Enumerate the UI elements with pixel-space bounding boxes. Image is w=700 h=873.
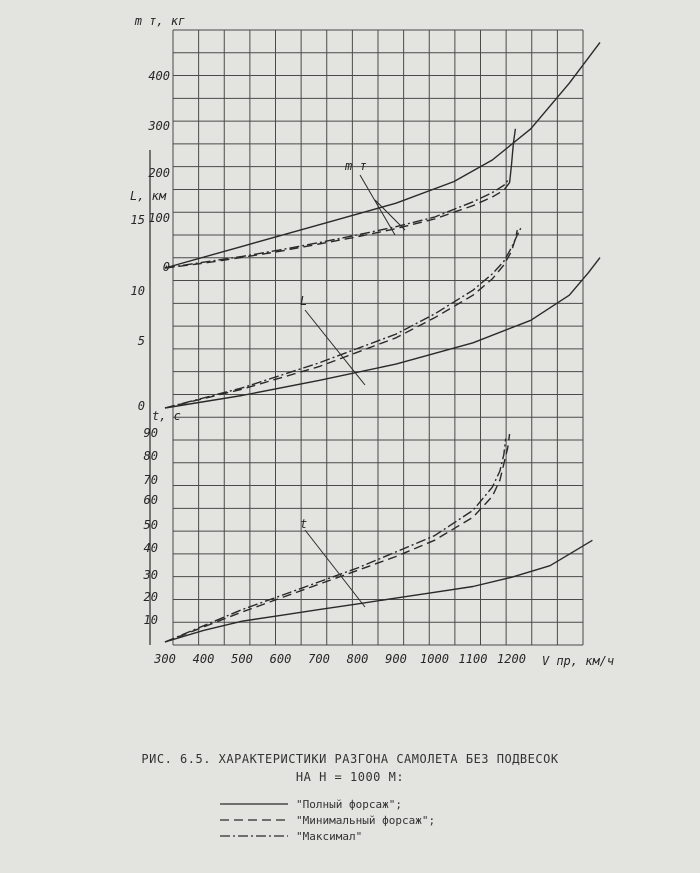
series-time-dashed <box>164 433 511 643</box>
leader-line-time <box>304 529 366 608</box>
y-tick-label-fuel: 400 <box>148 69 170 83</box>
legend-label: "Минимальный форсаж"; <box>296 813 436 827</box>
series-time-solid <box>164 539 593 643</box>
y-tick-label-fuel: 200 <box>148 166 170 180</box>
legend-entry-full-afterburner: "Полный форсаж"; <box>220 797 402 811</box>
legend-line-dashdot <box>220 835 288 837</box>
x-tick-label: 1200 <box>497 652 526 666</box>
x-tick-label: 1100 <box>459 652 488 666</box>
y-tick-label-time: 10 <box>144 613 158 627</box>
series-distance-dashed <box>164 229 518 409</box>
y-axis-label-time: t, с <box>152 409 181 423</box>
leader-line-distance <box>304 309 366 386</box>
x-tick-label: 300 <box>153 652 176 666</box>
curve-label-time: t <box>300 517 307 531</box>
x-tick-label: 400 <box>193 652 215 666</box>
y-tick-label-time: 30 <box>143 568 158 582</box>
series-distance-solid <box>164 257 601 409</box>
y-tick-label-time: 20 <box>144 590 158 604</box>
y-axis-label-fuel: m т, кг <box>134 14 186 28</box>
y-tick-label-fuel: 100 <box>148 211 170 225</box>
x-tick-label: 600 <box>270 652 292 666</box>
legend-entry-min-afterburner: "Минимальный форсаж"; <box>220 813 435 827</box>
y-tick-label-distance: 5 <box>138 334 145 348</box>
figure-caption: РИС. 6.5. ХАРАКТЕРИСТИКИ РАЗГОНА САМОЛЕТ… <box>141 752 559 766</box>
legend-label: "Максимал" <box>296 829 363 843</box>
series-fuel-dashdot <box>164 180 509 269</box>
x-tick-label: 500 <box>231 652 253 666</box>
curve-label-distance: L <box>300 294 307 308</box>
curve-label-fuel: m т <box>344 159 367 173</box>
x-tick-label: 800 <box>347 652 369 666</box>
legend-line-solid <box>220 803 288 805</box>
x-tick-label: 700 <box>308 652 330 666</box>
y-tick-label-distance: 10 <box>131 284 145 298</box>
leader-line-fuel-2 <box>374 199 406 231</box>
series-distance-dashdot <box>164 227 522 409</box>
y-tick-label-time: 50 <box>144 518 158 532</box>
y-tick-label-time: 80 <box>144 449 158 463</box>
leader-line-fuel <box>359 174 396 236</box>
figure-caption-condition: НА Н = 1000 М: <box>295 770 405 784</box>
x-axis-label: V пр, км/ч <box>542 654 614 668</box>
legend-entry-maximal: "Максимал" <box>220 829 362 843</box>
series-fuel-solid <box>508 128 517 183</box>
series-fuel-dashed <box>164 182 511 269</box>
y-tick-label-time: 90 <box>144 426 158 440</box>
series-fuel-solid <box>164 41 601 269</box>
y-tick-label-fuel: 300 <box>147 119 170 133</box>
y-tick-label-time: 40 <box>144 541 158 555</box>
series-time-dashdot <box>164 438 507 643</box>
y-tick-label-distance: 0 <box>138 399 145 413</box>
legend-label: "Полный форсаж"; <box>296 797 402 811</box>
y-tick-label-distance: 15 <box>131 213 145 227</box>
y-axis-label-distance: L, км <box>130 189 167 203</box>
y-tick-label-time: 60 <box>144 493 158 507</box>
x-tick-label: 1000 <box>420 652 449 666</box>
x-tick-label: 900 <box>385 652 407 666</box>
legend-line-dashed <box>220 819 288 821</box>
y-tick-label-time: 70 <box>144 473 158 487</box>
